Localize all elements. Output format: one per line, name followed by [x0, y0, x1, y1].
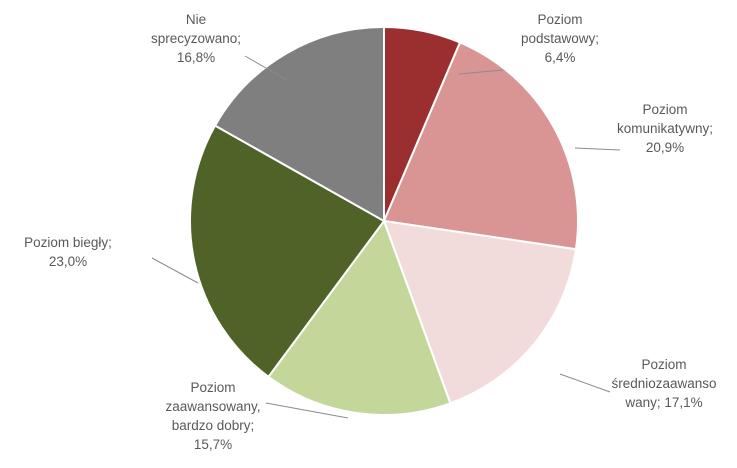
slice-label-6: Nie sprecyzowano; 16,8% [151, 12, 241, 65]
slice-label-line: Poziom [190, 380, 235, 395]
leader-line-1 [458, 69, 504, 75]
data-labels: Poziom podstawowy; 6,4% Poziom komunikatywny… [24, 12, 716, 452]
pie-slice-6 [213, 25, 385, 223]
pie-slice-2 [382, 41, 579, 251]
slice-label-line: Nie [186, 12, 206, 27]
slice-label-1: Poziom podstawowy; 6,4% [521, 12, 599, 65]
pie-slice-3 [382, 219, 578, 405]
slice-label-line: podstawowy; [521, 31, 599, 46]
slice-label-line: Poziom [537, 12, 582, 27]
pie-slices [189, 25, 579, 416]
slice-label-3: Poziom średniozaawanso wany; 17,1% [611, 357, 716, 410]
pie-slice-5 [189, 124, 386, 379]
slice-label-line: 23,0% [49, 254, 87, 269]
slice-label-line: Poziom [641, 357, 686, 372]
slice-label-line: 20,9% [646, 140, 684, 155]
slice-label-4: Poziom zaawansowany, bardzo dobry; 15,7% [165, 380, 260, 452]
slice-label-line: wany; 17,1% [624, 395, 702, 410]
slice-label-5: Poziom biegły; 23,0% [24, 235, 112, 269]
slice-label-line: Poziom biegły; [24, 235, 112, 250]
slice-label-line: 6,4% [545, 50, 576, 65]
pie-slice-4 [267, 218, 452, 416]
slice-label-line: bardzo dobry; [172, 418, 255, 433]
slice-label-line: zaawansowany, [165, 399, 260, 414]
slice-label-line: sprecyzowano; [151, 31, 241, 46]
slice-label-line: Poziom [642, 102, 687, 117]
leader-line-6 [244, 55, 288, 81]
slice-label-line: średniozaawanso [611, 376, 716, 391]
leader-lines [151, 55, 621, 419]
leader-line-5 [151, 257, 199, 284]
leader-line-4 [265, 402, 349, 419]
slice-label-2: Poziom komunikatywny; 20,9% [617, 102, 713, 155]
slice-label-line: 16,8% [177, 50, 215, 65]
leader-line-2 [574, 147, 621, 151]
leader-line-3 [559, 373, 611, 393]
slice-label-line: komunikatywny; [617, 121, 713, 136]
slice-label-line: 15,7% [194, 437, 232, 452]
